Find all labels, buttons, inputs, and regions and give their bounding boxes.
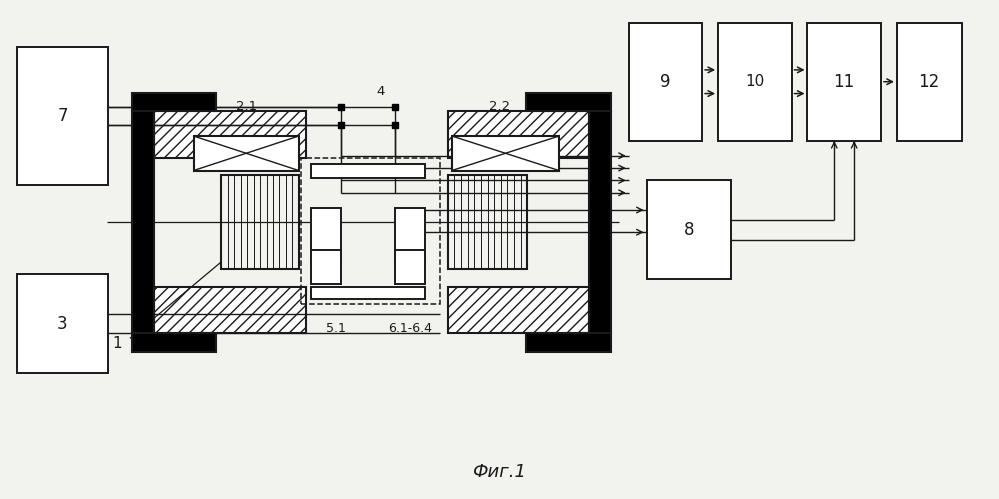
Text: 8: 8	[683, 221, 694, 239]
Text: 3: 3	[57, 314, 68, 332]
Text: 7: 7	[57, 107, 68, 125]
Bar	[132, 93, 217, 111]
Bar	[17, 47, 108, 185]
Bar	[646, 181, 731, 279]
Bar	[154, 286, 306, 333]
Text: 4: 4	[376, 85, 385, 98]
Text: 2.2: 2.2	[489, 100, 510, 113]
Bar	[526, 93, 610, 111]
Text: 12: 12	[919, 73, 940, 91]
Bar	[154, 111, 306, 158]
Bar	[807, 22, 881, 141]
Text: 5.1: 5.1	[326, 322, 346, 335]
Text: 6.1-6.4: 6.1-6.4	[388, 322, 433, 335]
Bar	[311, 164, 425, 178]
Bar	[132, 333, 217, 352]
Bar	[452, 136, 559, 171]
Bar	[311, 250, 341, 284]
Bar	[526, 333, 610, 352]
Text: 1: 1	[112, 336, 122, 351]
Text: 11: 11	[833, 73, 855, 91]
Bar	[448, 111, 588, 158]
Bar	[448, 176, 527, 269]
Bar	[897, 22, 962, 141]
Text: 9: 9	[660, 73, 670, 91]
Bar	[448, 286, 588, 333]
Bar	[17, 274, 108, 373]
Bar	[311, 208, 341, 262]
Bar	[311, 287, 425, 299]
Bar	[132, 111, 154, 333]
Bar	[222, 176, 299, 269]
Bar	[718, 22, 791, 141]
Bar	[396, 250, 425, 284]
Bar	[301, 158, 440, 304]
Bar	[588, 111, 610, 333]
Bar	[628, 22, 702, 141]
Bar	[396, 208, 425, 262]
Text: 2.1: 2.1	[236, 100, 257, 113]
Text: Фиг.1: Фиг.1	[473, 463, 526, 481]
Text: 10: 10	[745, 74, 764, 89]
Bar	[194, 136, 299, 171]
